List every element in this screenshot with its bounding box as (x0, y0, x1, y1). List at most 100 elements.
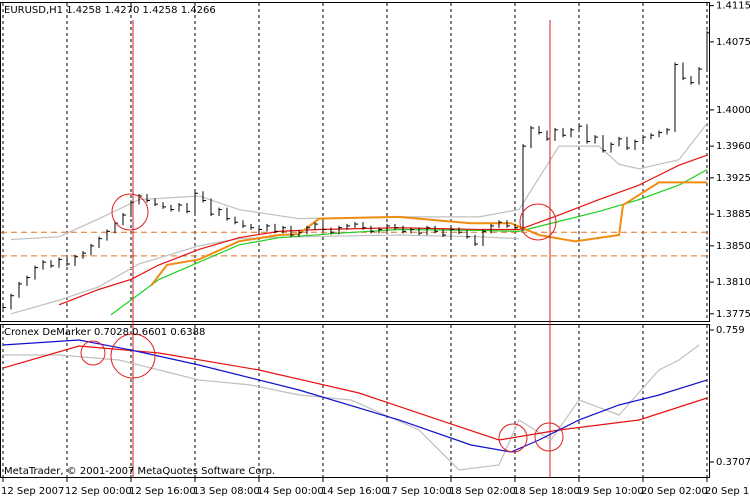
x-tick-label: 12 Sep 16:00 (129, 486, 196, 497)
x-tick-label: 20 Sep 18:00 (705, 486, 750, 497)
price-bar (626, 136, 630, 150)
price-bar (394, 223, 398, 230)
x-tick-label: 12 Sep 2007 (1, 486, 64, 497)
price-bar (378, 227, 382, 234)
x-tick-label: 14 Sep 16:00 (321, 486, 388, 497)
price-bar (706, 30, 710, 72)
highlight-circle (534, 422, 564, 452)
price-bar (242, 220, 246, 228)
indicator-line (10, 123, 708, 241)
price-bar (690, 76, 694, 85)
price-bar (2, 305, 6, 310)
indicator-line (110, 169, 708, 316)
price-bar (522, 144, 526, 230)
price-bar (50, 260, 54, 268)
price-bar (90, 243, 94, 256)
copyright: MetaTrader, © 2001-2007 MetaQuotes Softw… (4, 466, 275, 477)
y-tick-label: 1.4115 (716, 1, 750, 12)
price-bar (506, 220, 510, 228)
price-bar (194, 191, 198, 214)
price-bar (434, 225, 438, 234)
x-tick-label: 18 Sep 02:00 (449, 486, 516, 497)
price-bar (450, 227, 454, 237)
price-panel (0, 2, 710, 322)
price-bar (474, 234, 478, 247)
highlight-circle (80, 340, 106, 366)
price-bar (186, 203, 190, 214)
price-bar (594, 135, 598, 144)
price-bar (170, 204, 174, 212)
y-tick-label: 0.3707 (716, 457, 750, 468)
price-bar (386, 223, 390, 232)
price-bar (66, 257, 70, 266)
price-bar (634, 139, 638, 150)
price-bar (82, 251, 86, 259)
y-tick-label: 1.3885 (716, 209, 750, 220)
price-bar (210, 198, 214, 217)
highlight-circle (519, 203, 557, 241)
price-bar (602, 135, 606, 153)
price-bar (266, 223, 270, 232)
price-bar (146, 193, 150, 203)
x-tick-label: 12 Sep 00:00 (65, 486, 132, 497)
price-bar (346, 223, 350, 230)
price-bar (154, 198, 158, 207)
price-bar (650, 133, 654, 140)
price-bar (218, 207, 222, 217)
indicator-line (2, 345, 708, 441)
price-bar (234, 216, 238, 225)
price-bar (106, 229, 110, 241)
indicator-line (58, 154, 708, 306)
price-bar (498, 220, 502, 228)
y-tick-label: 1.3850 (716, 241, 750, 252)
price-bar (34, 265, 38, 280)
price-bar (314, 222, 318, 230)
price-bar (538, 126, 542, 135)
price-bar (442, 229, 446, 237)
price-bar (682, 62, 686, 81)
price-bar (402, 225, 406, 234)
price-bar (274, 223, 278, 234)
price-bar (322, 222, 326, 232)
price-bar (458, 227, 462, 235)
price-bar (642, 135, 646, 144)
indicator-title: Cronex DeMarker 0.7028 0.6601 0.6388 (4, 327, 205, 338)
x-tick-label: 17 Sep 10:00 (385, 486, 452, 497)
price-bar (562, 127, 566, 138)
price-bar (426, 225, 430, 236)
indicator-panel (0, 324, 710, 478)
indicator-line (2, 339, 708, 453)
price-bar (698, 67, 702, 85)
price-bar (586, 124, 590, 144)
indicator-line (3, 344, 700, 471)
y-tick-label: 0.759 (716, 325, 745, 336)
price-bar (202, 191, 206, 203)
price-bar (618, 136, 622, 147)
indicator-line (10, 234, 520, 315)
price-bar (138, 193, 142, 205)
price-bar (482, 229, 486, 247)
price-bar (18, 281, 22, 298)
price-bar (58, 257, 62, 268)
indicator-line (150, 181, 707, 287)
y-tick-label: 1.4000 (716, 105, 750, 116)
price-bar (354, 222, 358, 228)
price-bar (362, 222, 366, 230)
price-bar (666, 127, 670, 135)
price-bar (306, 225, 310, 235)
x-tick-label: 20 Sep 02:00 (641, 486, 708, 497)
price-bar (658, 130, 662, 138)
highlight-circles (80, 193, 564, 453)
price-bar (490, 223, 494, 234)
y-tick-label: 1.3925 (716, 173, 750, 184)
price-bar (122, 213, 126, 226)
chart-title: EURUSD,H1 1.4258 1.4270 1.4258 1.4266 (4, 5, 216, 16)
price-bar (10, 293, 14, 310)
price-bar (258, 225, 262, 232)
price-bar (466, 230, 470, 239)
price-bar (570, 127, 574, 138)
price-bar (250, 223, 254, 230)
price-bar (610, 142, 614, 153)
price-bar (514, 223, 518, 230)
